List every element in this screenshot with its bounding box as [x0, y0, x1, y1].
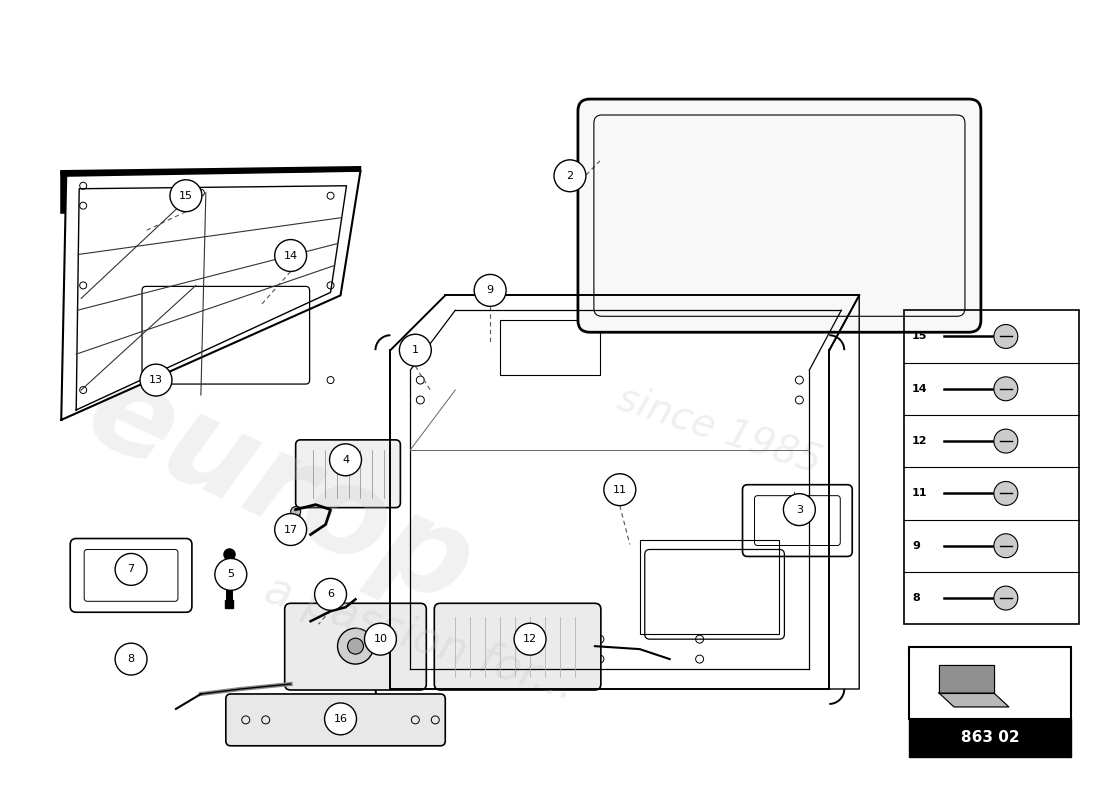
Text: 14: 14 — [912, 384, 927, 394]
Circle shape — [140, 364, 172, 396]
Text: since 1985: since 1985 — [613, 379, 826, 481]
Circle shape — [290, 506, 300, 517]
Text: 11: 11 — [912, 489, 927, 498]
Circle shape — [364, 623, 396, 655]
Text: 10: 10 — [373, 634, 387, 644]
Circle shape — [275, 514, 307, 546]
Text: 1: 1 — [411, 345, 419, 355]
Text: 4: 4 — [342, 454, 349, 465]
Text: 8: 8 — [128, 654, 134, 664]
Circle shape — [994, 377, 1018, 401]
Text: 5: 5 — [228, 570, 234, 579]
Circle shape — [170, 180, 202, 212]
Circle shape — [324, 703, 356, 735]
Circle shape — [116, 554, 147, 586]
Circle shape — [399, 334, 431, 366]
Text: 6: 6 — [327, 590, 334, 599]
Text: 8: 8 — [912, 593, 920, 603]
Circle shape — [330, 444, 362, 476]
Circle shape — [994, 429, 1018, 453]
Bar — [909, 647, 1070, 719]
Text: 15: 15 — [179, 190, 192, 201]
Polygon shape — [939, 693, 1009, 707]
Circle shape — [604, 474, 636, 506]
Circle shape — [474, 274, 506, 306]
Text: 9: 9 — [486, 286, 494, 295]
Text: 14: 14 — [284, 250, 298, 261]
Text: 863 02: 863 02 — [960, 730, 1020, 746]
FancyBboxPatch shape — [226, 694, 446, 746]
Circle shape — [348, 638, 363, 654]
Circle shape — [315, 578, 346, 610]
FancyBboxPatch shape — [578, 99, 981, 332]
Bar — [909, 719, 1070, 757]
Text: 16: 16 — [333, 714, 348, 724]
Circle shape — [514, 623, 546, 655]
Text: 17: 17 — [284, 525, 298, 534]
Text: 15: 15 — [912, 331, 927, 342]
Text: 12: 12 — [912, 436, 927, 446]
Circle shape — [116, 643, 147, 675]
Circle shape — [783, 494, 815, 526]
Circle shape — [554, 160, 586, 192]
Text: 7: 7 — [128, 565, 134, 574]
Text: 3: 3 — [796, 505, 803, 514]
Text: 2: 2 — [566, 170, 573, 181]
Text: a passion for...: a passion for... — [260, 569, 581, 710]
FancyBboxPatch shape — [434, 603, 601, 690]
Text: europ: europ — [69, 348, 493, 631]
Circle shape — [994, 482, 1018, 506]
Text: 11: 11 — [613, 485, 627, 494]
Circle shape — [994, 325, 1018, 349]
Bar — [500, 320, 600, 375]
Text: 13: 13 — [148, 375, 163, 385]
Circle shape — [275, 239, 307, 271]
Bar — [904, 310, 1079, 624]
Circle shape — [214, 558, 246, 590]
Circle shape — [994, 586, 1018, 610]
Circle shape — [994, 534, 1018, 558]
FancyBboxPatch shape — [296, 440, 400, 508]
Circle shape — [338, 628, 373, 664]
Text: 9: 9 — [912, 541, 920, 550]
Bar — [640, 539, 780, 634]
FancyBboxPatch shape — [285, 603, 427, 690]
Text: 12: 12 — [522, 634, 537, 644]
Polygon shape — [939, 665, 994, 693]
